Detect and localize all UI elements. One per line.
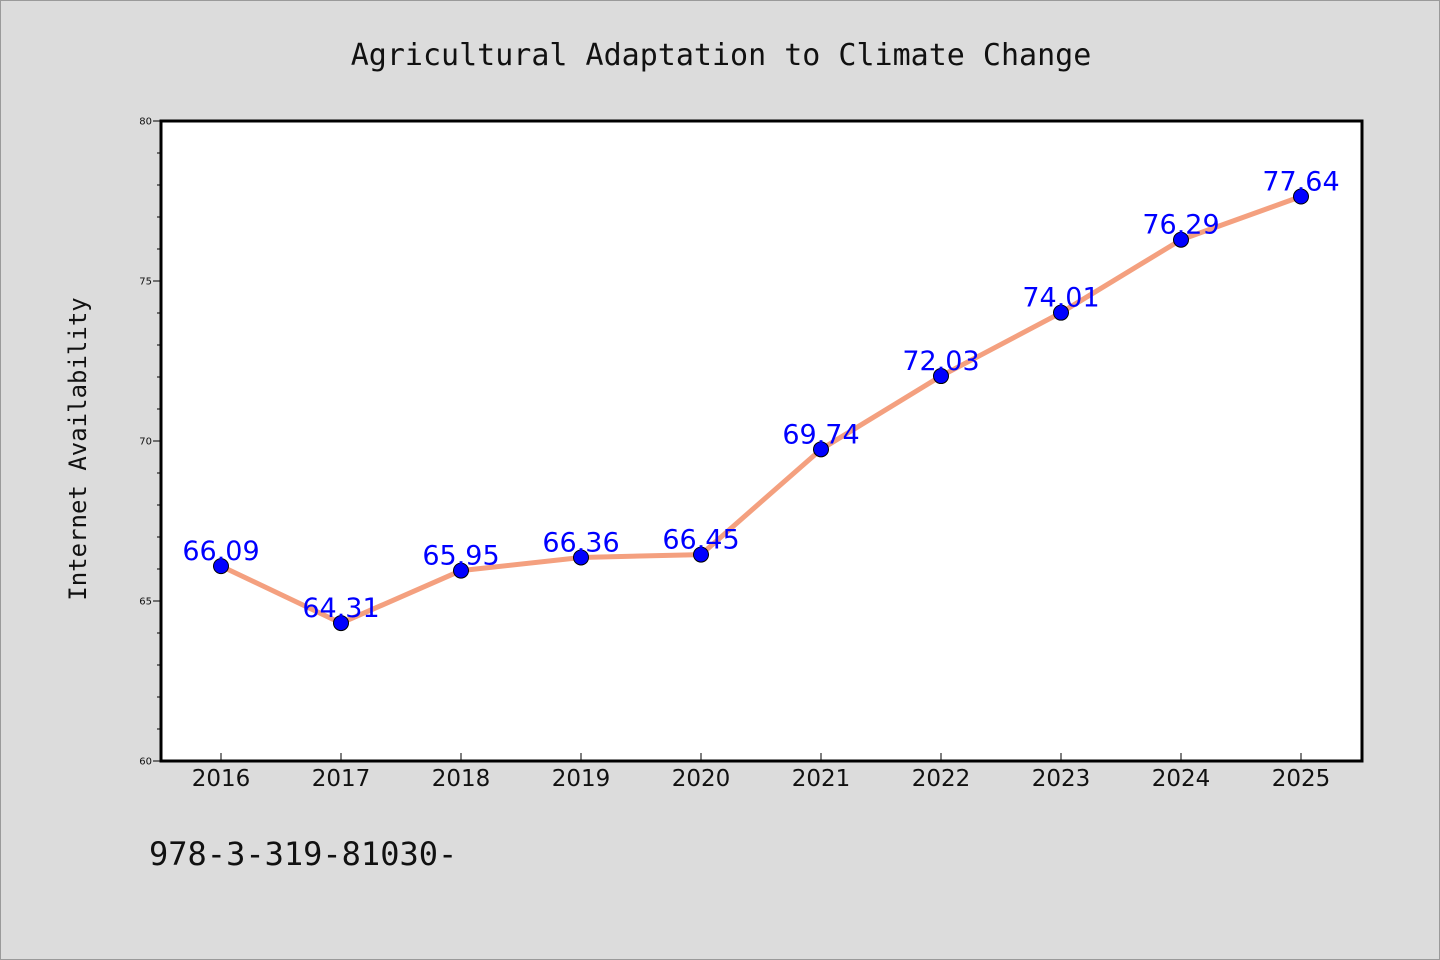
data-point bbox=[693, 546, 709, 563]
x-tick-label: 2024 bbox=[1152, 766, 1211, 792]
y-axis: 60 65 70 75 80 bbox=[139, 117, 161, 768]
x-tick-label: 2020 bbox=[672, 766, 731, 792]
y-axis-label: Internet Availability bbox=[64, 297, 92, 600]
data-label: 74.01 bbox=[1022, 283, 1099, 314]
x-tick-label: 2021 bbox=[792, 766, 851, 792]
y-tick-label: 75 bbox=[139, 277, 152, 288]
x-tick-label: 2019 bbox=[552, 766, 611, 792]
data-label: 66.36 bbox=[542, 527, 619, 558]
data-label: 66.09 bbox=[182, 536, 259, 567]
plot-area bbox=[159, 119, 1364, 763]
y-tick-label: 65 bbox=[139, 597, 152, 608]
y-tick-label: 70 bbox=[139, 437, 152, 448]
data-labels: 66.09 64.31 65.95 66.36 66.45 69.74 72.03 74.01… bbox=[182, 167, 1339, 625]
x-tick-label: 2016 bbox=[192, 766, 251, 792]
data-point bbox=[213, 558, 229, 575]
data-label: 69.74 bbox=[782, 419, 859, 450]
data-point bbox=[933, 368, 949, 385]
series-line bbox=[218, 194, 1304, 626]
data-point bbox=[573, 549, 589, 566]
y-tick-label: 60 bbox=[139, 757, 152, 768]
data-point bbox=[1053, 304, 1069, 321]
data-label: 66.45 bbox=[662, 525, 739, 556]
data-point bbox=[1173, 231, 1189, 248]
chart-title: Agricultural Adaptation to Climate Chang… bbox=[351, 38, 1092, 73]
data-label: 65.95 bbox=[422, 541, 499, 572]
series-layer bbox=[213, 188, 1309, 632]
x-tick-label: 2022 bbox=[912, 766, 971, 792]
x-axis: 2016 2017 2018 2019 2020 2021 2022 2023 2024 2025 bbox=[192, 753, 1331, 792]
x-tick-label: 2025 bbox=[1272, 766, 1331, 792]
data-label: 76.29 bbox=[1142, 210, 1219, 241]
x-tick-label: 2018 bbox=[432, 766, 491, 792]
data-point bbox=[333, 615, 349, 632]
data-point bbox=[453, 562, 469, 579]
data-point bbox=[813, 441, 829, 458]
data-label: 72.03 bbox=[902, 346, 979, 377]
data-label: 64.31 bbox=[302, 593, 379, 624]
y-tick-label: 80 bbox=[139, 117, 152, 128]
data-label: 77.64 bbox=[1262, 167, 1339, 198]
x-tick-label: 2017 bbox=[312, 766, 371, 792]
data-point bbox=[1293, 188, 1309, 205]
footer-code: 978-3-319-81030- bbox=[149, 835, 457, 873]
x-tick-label: 2023 bbox=[1032, 766, 1091, 792]
